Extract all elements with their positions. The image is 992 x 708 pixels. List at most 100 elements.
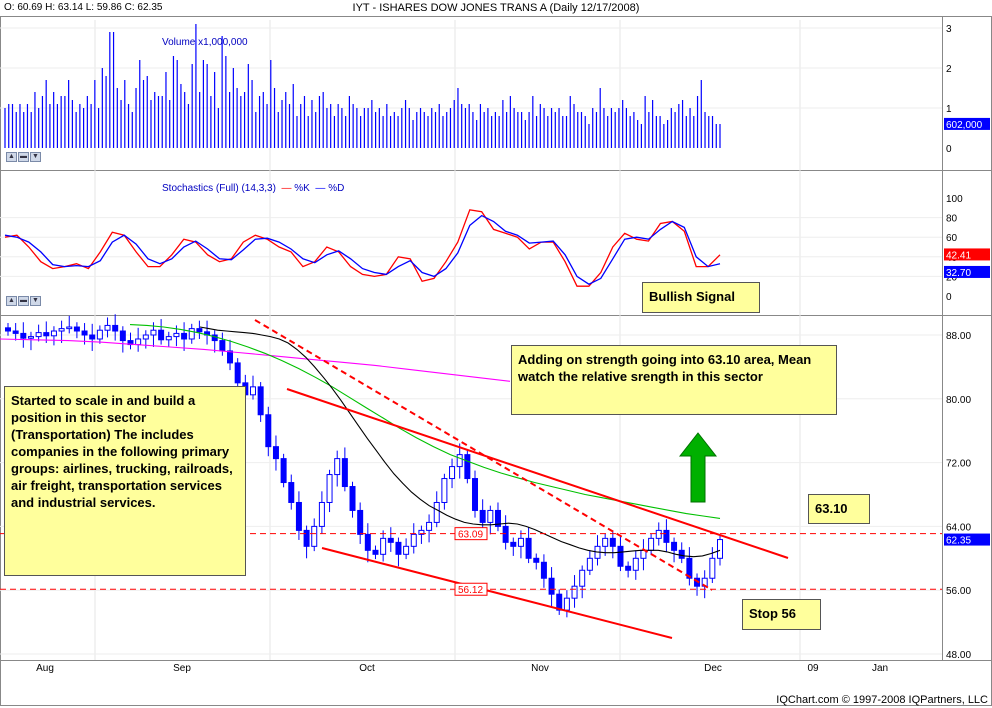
- candle: [150, 329, 157, 336]
- candle: [494, 509, 501, 527]
- x-tick-label: 09: [807, 663, 819, 674]
- k-line: [4, 209, 721, 287]
- candle: [142, 334, 149, 340]
- candle: [318, 501, 325, 527]
- candle: [334, 458, 341, 476]
- candle: [579, 569, 586, 587]
- candle: [686, 557, 693, 579]
- candle: [571, 585, 578, 599]
- candle: [479, 509, 486, 523]
- candle: [73, 326, 80, 332]
- candle: [58, 328, 65, 332]
- candle: [517, 537, 524, 547]
- panel-minimize-icon[interactable]: ▬: [18, 152, 29, 162]
- sma-short-line: [199, 326, 721, 558]
- reference-level-box: [454, 527, 488, 541]
- candle: [380, 537, 387, 555]
- panel-minimize-icon[interactable]: ▬: [18, 296, 29, 306]
- candle: [181, 332, 188, 340]
- candle: [433, 501, 440, 523]
- panel-up-icon[interactable]: ▲: [6, 296, 17, 306]
- reference-level-label: 56.12: [458, 585, 483, 596]
- candle: [502, 525, 509, 543]
- candle: [12, 330, 19, 334]
- k-last-value: 42.41: [946, 250, 971, 261]
- candle: [525, 537, 532, 559]
- stop-note: Stop 56: [742, 599, 821, 630]
- last-price-box: [944, 533, 990, 546]
- volume-last-value: 602,000: [946, 120, 983, 131]
- candle: [395, 541, 402, 555]
- candle: [410, 533, 417, 547]
- candle: [158, 329, 165, 341]
- candle: [456, 454, 463, 468]
- chart-frame: [0, 16, 992, 706]
- candle: [648, 537, 655, 551]
- candle: [663, 529, 670, 543]
- bullish-signal-note: Bullish Signal: [642, 282, 760, 313]
- price-tick-label: 80.00: [946, 395, 971, 406]
- candle: [449, 466, 456, 480]
- candle: [609, 537, 616, 547]
- candle: [5, 327, 11, 332]
- candle: [418, 529, 425, 535]
- candle: [403, 545, 410, 555]
- last-price-value: 62.35: [946, 536, 971, 547]
- candle: [349, 486, 356, 511]
- x-tick-label: Oct: [359, 663, 375, 674]
- candle: [602, 537, 609, 547]
- stochastics-panel-controls[interactable]: ▲ ▬ ▼: [6, 296, 42, 306]
- candle: [50, 330, 57, 337]
- candle: [295, 501, 302, 531]
- candle: [188, 328, 195, 340]
- sma-long-line: [0, 338, 511, 382]
- price-tick-label: 64.00: [946, 522, 971, 533]
- x-tick-label: Dec: [704, 663, 722, 674]
- lower-trendline: [321, 547, 673, 639]
- volume-panel-label: Volume x1,000,000: [162, 37, 248, 48]
- candle: [341, 458, 348, 488]
- candle: [288, 482, 295, 503]
- candle: [464, 454, 471, 480]
- candle: [364, 533, 371, 551]
- candle: [89, 334, 96, 340]
- stochastics-label: Stochastics (Full) (14,3,3): [162, 183, 276, 194]
- candle: [426, 521, 433, 531]
- candle: [357, 509, 364, 535]
- candle: [311, 525, 318, 547]
- volume-panel-controls[interactable]: ▲ ▬ ▼: [6, 152, 42, 162]
- price-tick-label: 56.00: [946, 586, 971, 597]
- panel-down-icon[interactable]: ▼: [30, 152, 41, 162]
- panel-down-icon[interactable]: ▼: [30, 296, 41, 306]
- candle: [387, 537, 394, 543]
- candle: [81, 330, 88, 336]
- candle: [234, 362, 241, 384]
- candle: [96, 329, 103, 340]
- candle: [27, 336, 34, 339]
- reference-level-label: 63.09: [458, 530, 483, 541]
- candle: [548, 577, 555, 595]
- candle: [43, 332, 50, 337]
- price-tick-label: 88.00: [946, 331, 971, 342]
- bullish-arrow-icon: [678, 432, 718, 503]
- candle: [632, 557, 639, 571]
- candle: [119, 330, 126, 342]
- panel-up-icon[interactable]: ▲: [6, 152, 17, 162]
- candle: [556, 593, 563, 611]
- candle: [257, 386, 264, 416]
- stochastics-tick-label: 80: [946, 214, 958, 225]
- candle: [196, 328, 203, 333]
- volume-tick-label: 1: [946, 104, 952, 115]
- candle: [35, 332, 42, 338]
- stochastics-tick-label: 0: [946, 292, 952, 303]
- target-note: 63.10: [808, 494, 870, 524]
- candle: [717, 539, 723, 559]
- candle: [280, 458, 287, 484]
- candle: [487, 509, 494, 523]
- d-legend-label: %D: [328, 183, 345, 194]
- x-tick-label: Aug: [36, 663, 54, 674]
- candle: [135, 338, 142, 346]
- candle: [655, 529, 662, 539]
- candle: [227, 350, 234, 364]
